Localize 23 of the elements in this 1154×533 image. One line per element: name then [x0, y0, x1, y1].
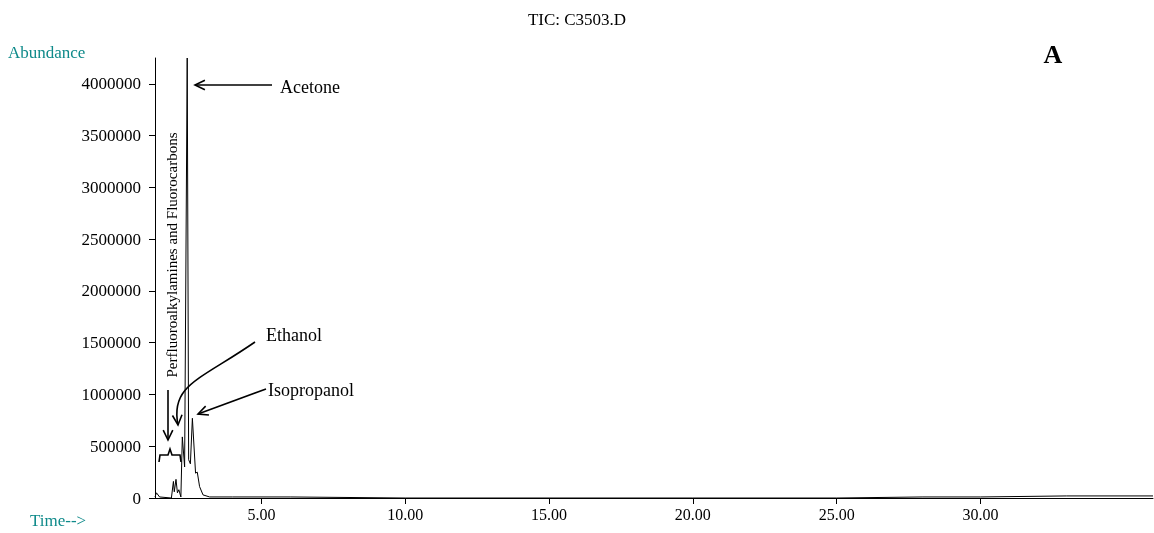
y-tick-label: 3000000	[81, 177, 141, 197]
x-tick-label: 25.00	[818, 505, 855, 523]
x-tick-label: 20.00	[674, 505, 711, 523]
y-tick-label: 500000	[90, 436, 141, 456]
annotation: A	[1043, 39, 1063, 69]
annotation: Perfluoroalkylamines and Fluorocarbons	[164, 132, 180, 378]
y-tick-label: 1500000	[81, 333, 141, 353]
x-tick-label: 15.00	[531, 505, 568, 523]
x-tick-label: 30.00	[962, 505, 999, 523]
x-axis-title: Time-->	[30, 511, 87, 530]
y-tick-label: 3500000	[81, 126, 141, 146]
annotation: Acetone	[280, 77, 340, 97]
x-tick-label: 5.00	[247, 505, 276, 523]
y-tick-label: 2500000	[81, 229, 141, 249]
y-tick-label: 4000000	[81, 74, 141, 94]
y-tick-label: 0	[132, 488, 141, 508]
y-axis-title: Abundance	[8, 43, 86, 62]
y-tick-label: 2000000	[81, 281, 141, 301]
annotation: Ethanol	[266, 325, 322, 345]
x-tick-label: 10.00	[387, 505, 424, 523]
chart-title: TIC: C3503.D	[527, 10, 627, 29]
y-tick-label: 1000000	[81, 384, 141, 404]
annotation: Isopropanol	[268, 380, 354, 400]
